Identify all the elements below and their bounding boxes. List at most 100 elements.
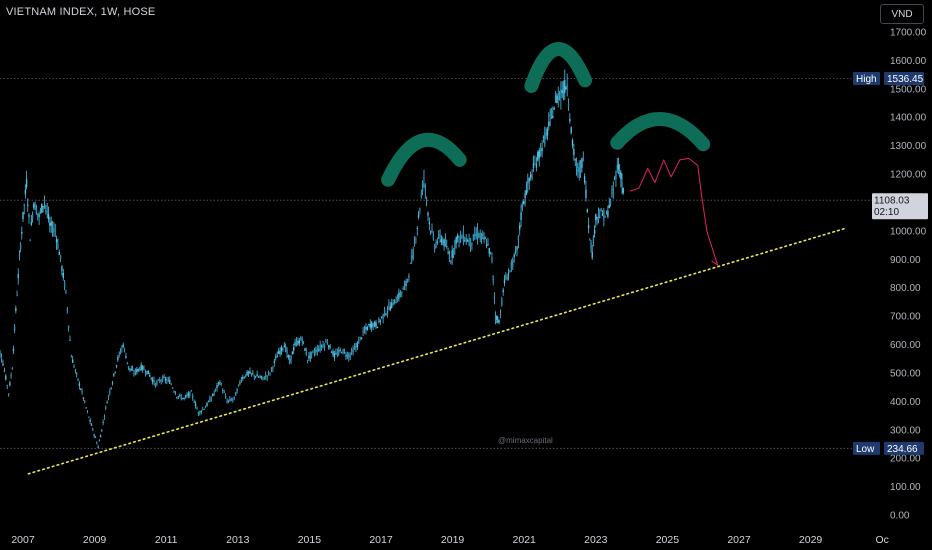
candle-body xyxy=(403,284,406,286)
candle-body xyxy=(548,121,550,127)
candle-body xyxy=(302,341,305,343)
candle-body xyxy=(55,239,58,243)
price-axis[interactable]: 1700.00 1600.00 1500.00 1400.00 1300.00 1200.… xyxy=(853,28,928,522)
candle-body xyxy=(236,389,238,393)
candle-body xyxy=(596,217,598,219)
candle-body xyxy=(483,237,485,240)
candle-body xyxy=(93,434,95,436)
candle-body xyxy=(163,376,165,378)
candle-body xyxy=(597,213,600,221)
candle-body xyxy=(320,346,323,347)
candle-body xyxy=(63,282,66,288)
candle-body xyxy=(191,395,194,398)
candle-body xyxy=(119,351,122,354)
candle-body xyxy=(509,270,511,271)
candle-body xyxy=(517,235,520,242)
forecast-arrowhead xyxy=(711,257,719,267)
candle-body xyxy=(465,237,467,242)
candle-body xyxy=(488,248,490,254)
candle-body xyxy=(615,172,617,180)
candle-body xyxy=(58,251,60,255)
candle-body xyxy=(141,366,144,370)
candle-body xyxy=(420,194,422,197)
candle-body xyxy=(439,233,441,239)
candle-body xyxy=(49,223,51,226)
candle-body xyxy=(417,214,420,218)
candle-body xyxy=(388,304,390,307)
candle-body xyxy=(115,365,118,367)
candle-body xyxy=(283,345,286,348)
y-tick-label: 400.00 xyxy=(890,397,921,408)
candle-body xyxy=(103,416,106,418)
candle-body xyxy=(376,326,379,328)
candle-body xyxy=(593,229,596,234)
candle-body xyxy=(59,255,62,260)
candle-body xyxy=(113,373,115,376)
candle-body xyxy=(286,350,288,354)
candle-body xyxy=(582,156,584,157)
candle-body xyxy=(146,371,148,375)
candle-body xyxy=(234,392,237,396)
candle-body xyxy=(295,341,298,343)
time-axis[interactable]: 2007 2009 2011 2013 2015 2017 2019 2021 2023 2025… xyxy=(11,534,889,546)
candle-body xyxy=(214,388,217,390)
candle-body xyxy=(306,359,309,361)
candlestick-series xyxy=(0,69,624,449)
candle-body xyxy=(458,236,460,243)
candle-body xyxy=(330,351,333,353)
candle-body xyxy=(28,214,30,217)
candle-body xyxy=(358,340,360,344)
candle-body xyxy=(523,201,525,205)
candle-body xyxy=(443,239,445,247)
candle-body xyxy=(369,323,371,328)
x-tick-label: Oc xyxy=(875,534,888,546)
candle-body xyxy=(19,244,22,250)
candle-body xyxy=(373,321,376,326)
candle-body xyxy=(497,319,499,324)
candle-body xyxy=(290,355,292,360)
candle-body xyxy=(194,403,197,407)
candle-body xyxy=(262,377,264,379)
candle-body xyxy=(301,339,303,342)
candle-body xyxy=(111,382,114,384)
candle-body xyxy=(180,396,182,399)
candle-body xyxy=(297,340,299,345)
candle-body xyxy=(471,242,473,245)
candle-body xyxy=(61,266,63,271)
candle-body xyxy=(33,204,35,208)
candle-body xyxy=(173,391,175,393)
candle-body xyxy=(309,353,311,359)
candle-body xyxy=(537,152,539,161)
candle-body xyxy=(2,363,4,366)
currency-button[interactable]: VND xyxy=(880,4,924,24)
candle-body xyxy=(434,245,436,249)
candle-body xyxy=(586,209,588,212)
x-tick-label: 2023 xyxy=(584,534,608,546)
candle-body xyxy=(164,378,167,381)
candle-body xyxy=(621,182,623,187)
candle-body xyxy=(193,401,195,403)
candle-body xyxy=(154,383,157,387)
candle-body xyxy=(284,346,287,352)
candle-body xyxy=(107,395,110,397)
y-tick-label: 0.00 xyxy=(890,511,910,522)
candle-body xyxy=(476,230,479,238)
candle-body xyxy=(427,212,429,216)
candle-body xyxy=(468,239,470,244)
candle-body xyxy=(396,297,399,301)
candle-body xyxy=(39,210,42,211)
candle-body xyxy=(130,369,132,371)
candle-body xyxy=(556,95,558,104)
candle-body xyxy=(428,222,431,224)
candle-body xyxy=(348,355,350,358)
candle-body xyxy=(496,315,498,320)
candle-body xyxy=(312,350,314,352)
candle-body xyxy=(114,371,116,373)
candle-body xyxy=(51,228,54,233)
x-tick-label: 2029 xyxy=(799,534,823,546)
candle-body xyxy=(415,239,417,241)
candle-body xyxy=(71,359,74,363)
candle-body xyxy=(224,395,227,398)
forecast-path xyxy=(629,157,718,266)
